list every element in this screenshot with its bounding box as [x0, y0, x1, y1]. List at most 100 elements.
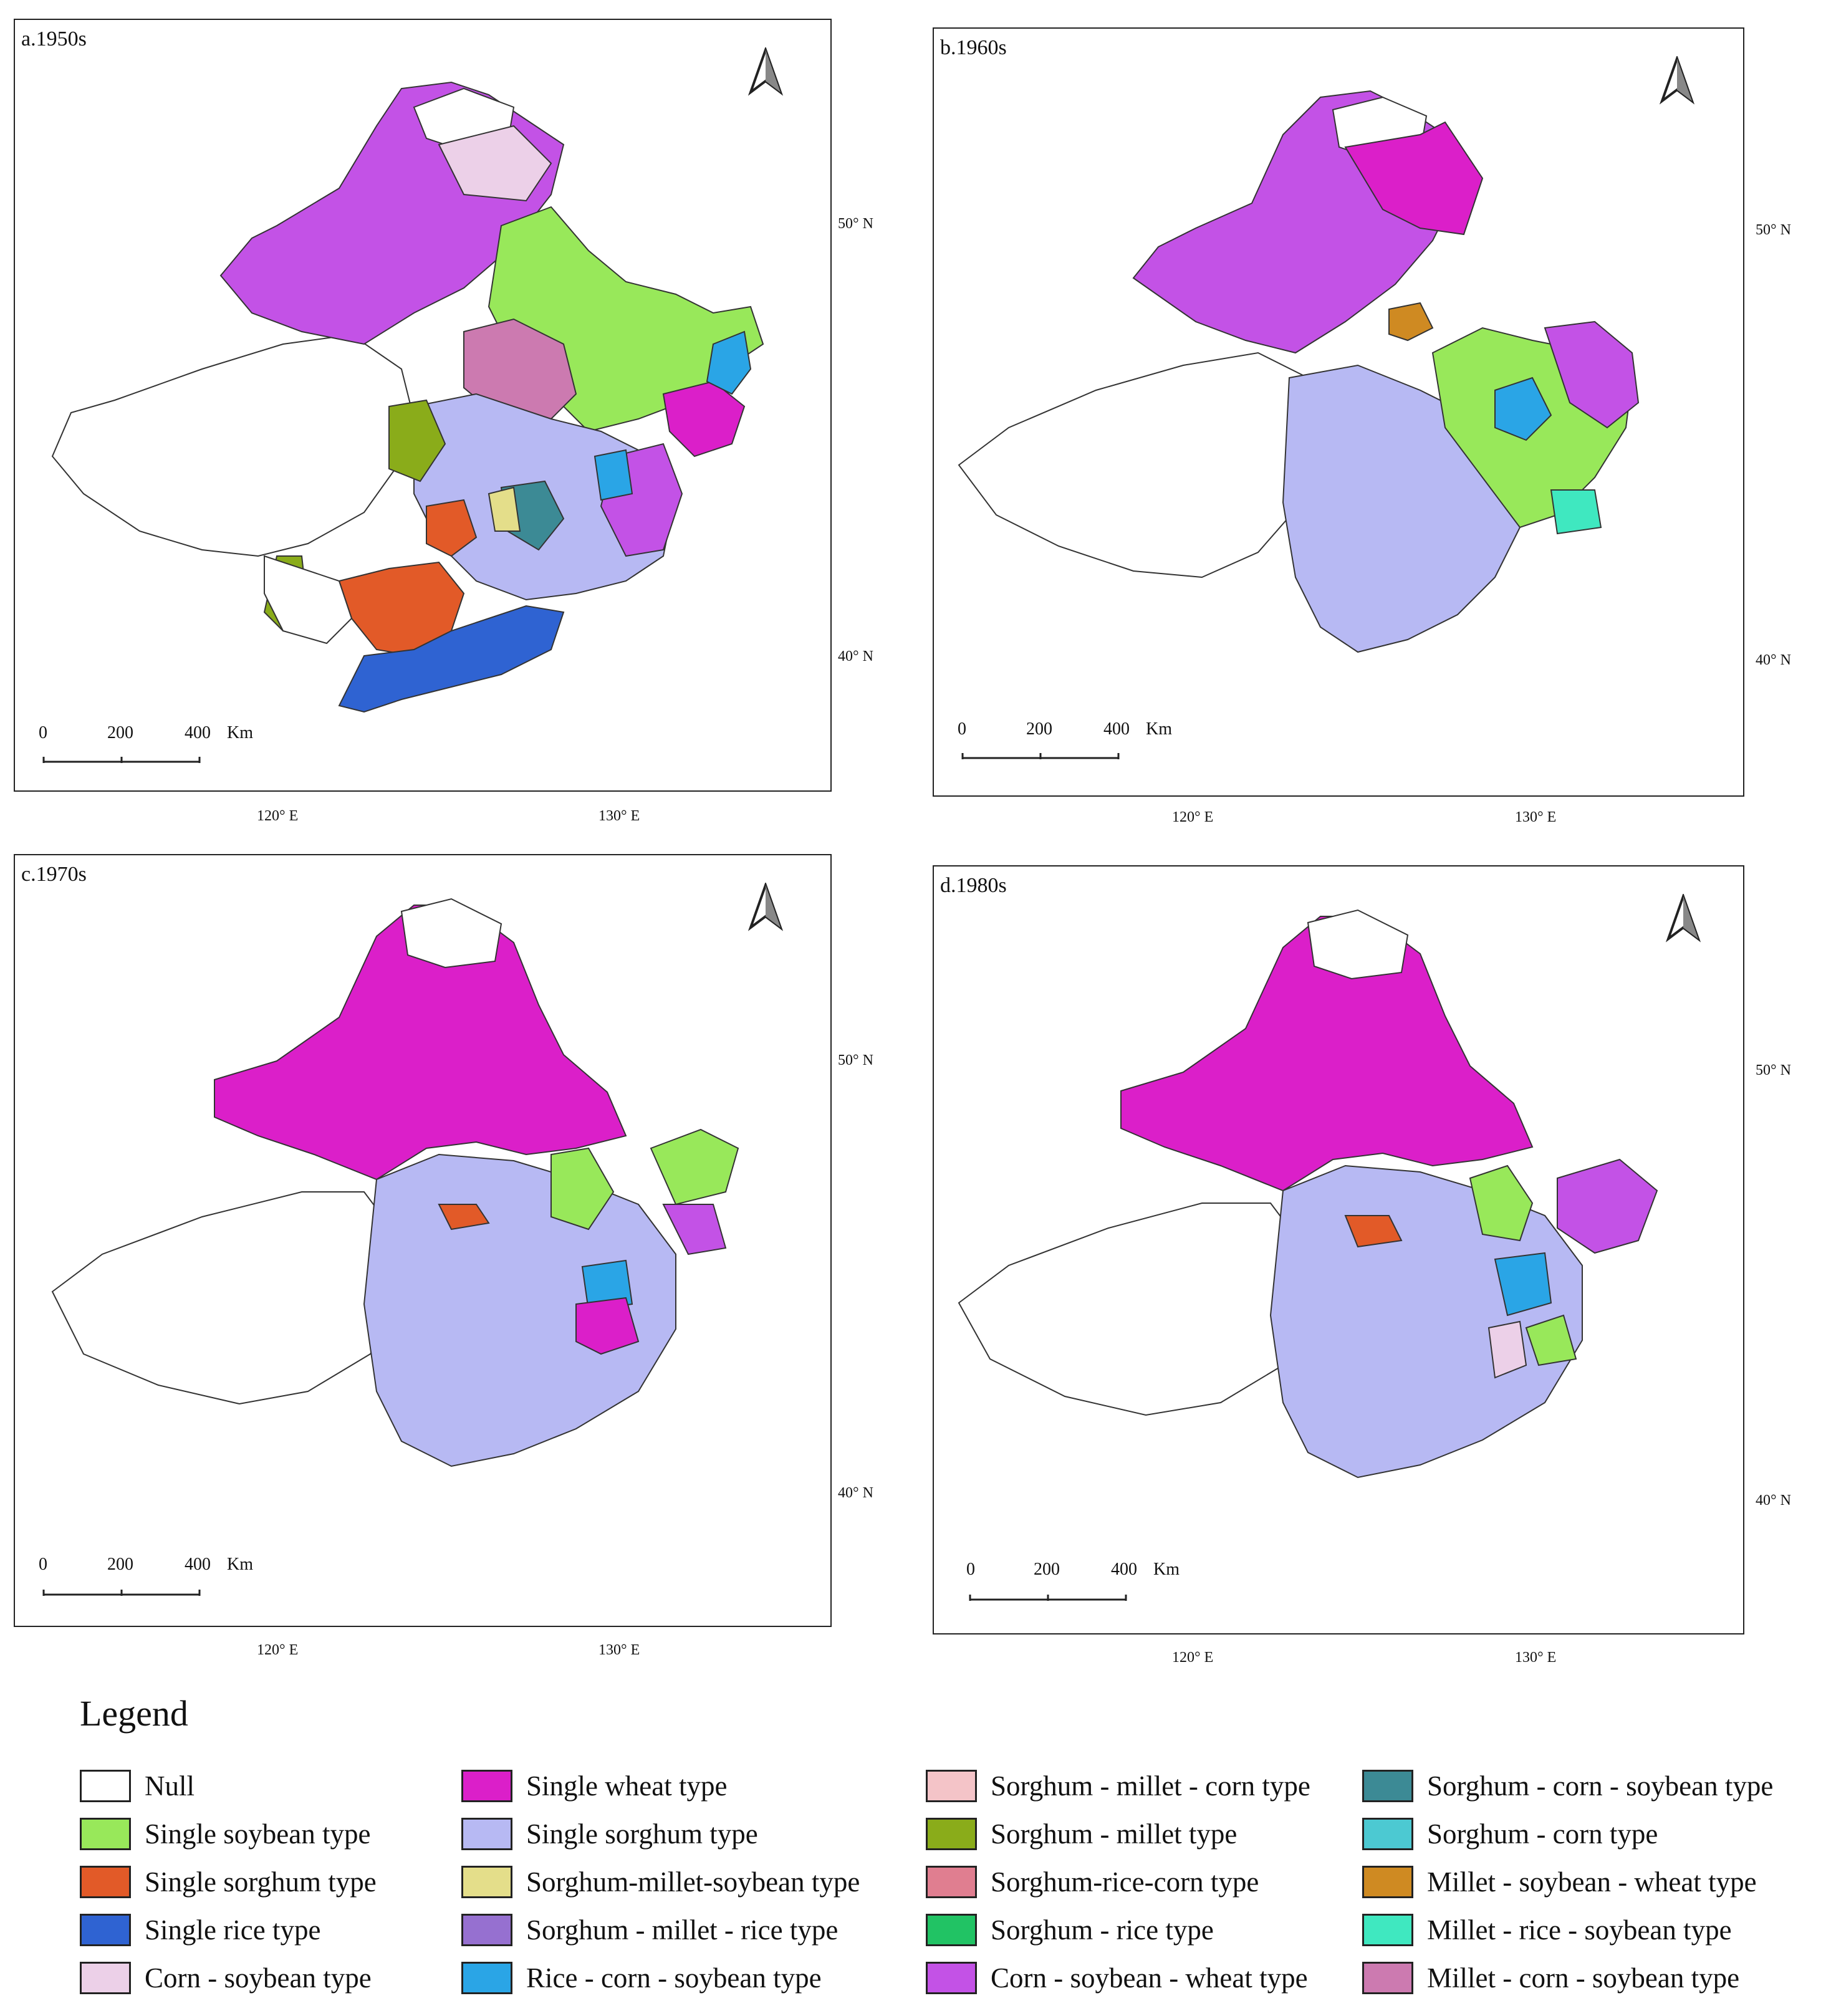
region-single-wheat [1120, 916, 1534, 1192]
legend-item: Single rice type [80, 1911, 320, 1949]
legend-item: Sorghum - millet type [926, 1815, 1237, 1853]
scale-bar [961, 753, 1120, 759]
legend-swatch [926, 1962, 977, 1994]
panel-title: b.1960s [940, 36, 1007, 59]
region-null-north [400, 898, 502, 969]
lat-label-40n: 40° N [838, 648, 873, 665]
scale-label-km: Km [1146, 719, 1172, 739]
legend-label: Single sorghum type [145, 1866, 377, 1898]
legend-swatch [461, 1914, 512, 1946]
map-panel-1970s: c.1970s 0 200 400 Km [14, 854, 832, 1627]
region-null [958, 1202, 1309, 1416]
region-corn-soybean-wheat [662, 1204, 727, 1255]
region-millet-rice-soybean [1550, 489, 1602, 535]
legend-label: Corn - soybean - wheat type [991, 1962, 1308, 1994]
lat-label-40n: 40° N [1756, 652, 1791, 668]
lat-label-40n: 40° N [1756, 1492, 1791, 1509]
region-single-wheat [1344, 121, 1484, 236]
lat-label-50n: 50° N [838, 216, 873, 232]
legend-swatch [1362, 1914, 1413, 1946]
legend-swatch [80, 1962, 131, 1994]
legend-item: Null [80, 1767, 195, 1805]
legend-item: Millet - corn - soybean type [1362, 1959, 1739, 1997]
scale-label-0: 0 [958, 719, 966, 739]
lon-label-130e: 130° E [1515, 809, 1557, 825]
legend-label: Sorghum - millet type [991, 1818, 1237, 1850]
legend-item: Millet - soybean - wheat type [1362, 1863, 1757, 1901]
region-single-sorghum [1269, 1164, 1583, 1479]
panel-title: d.1980s [940, 874, 1007, 897]
lon-label-130e: 130° E [598, 1642, 640, 1658]
region-single-rice [338, 605, 565, 713]
lon-label-120e: 120° E [257, 808, 299, 824]
north-arrow-icon [1659, 56, 1695, 105]
legend-swatch [461, 1818, 512, 1850]
legend-label: Sorghum - millet - rice type [526, 1914, 839, 1946]
region-rice-corn-soybean [706, 330, 752, 395]
legend-swatch [926, 1866, 977, 1898]
legend-item: Sorghum - corn - soybean type [1362, 1767, 1773, 1805]
legend-swatch [1362, 1962, 1413, 1994]
scale-bar [42, 1590, 201, 1596]
legend-item: Single sorghum type [461, 1815, 758, 1853]
scale-label-0: 0 [39, 1555, 47, 1574]
panel-title: c.1970s [21, 863, 87, 886]
legend-item: Corn - soybean - wheat type [926, 1959, 1308, 1997]
legend-label: Null [145, 1770, 195, 1802]
north-arrow-icon [747, 883, 784, 931]
legend-swatch [1362, 1770, 1413, 1802]
region-single-wheat-2 [575, 1297, 640, 1355]
region-map [958, 90, 1640, 653]
scale-label-0: 0 [39, 723, 47, 742]
region-single-soybean-2 [650, 1128, 739, 1206]
scale-label-0: 0 [966, 1560, 975, 1579]
legend-label: Sorghum-rice-corn type [991, 1866, 1259, 1898]
region-single-sorghum-red [1344, 1215, 1403, 1248]
scale-label-400: 400 [1111, 1560, 1137, 1579]
legend-swatch [80, 1866, 131, 1898]
lon-label-120e: 120° E [1172, 809, 1214, 825]
scale-bar [42, 757, 201, 763]
scale-label-200: 200 [107, 1555, 133, 1574]
legend-swatch [80, 1770, 131, 1802]
region-corn-soybean-wheat-east [1544, 320, 1640, 429]
scale-label-400: 400 [1103, 719, 1130, 739]
map-panel-1950s: a.1950s 50° N 0 200 400 [14, 19, 832, 792]
region-corn-soybean-wheat [1557, 1158, 1658, 1254]
legend-title: Legend [80, 1693, 188, 1734]
region-single-sorghum [363, 1153, 676, 1467]
legend-item: Sorghum - rice type [926, 1911, 1214, 1949]
scale-label-km: Km [1153, 1560, 1180, 1579]
region-map [958, 909, 1658, 1479]
scale-bar [969, 1595, 1127, 1601]
scale-label-200: 200 [1026, 719, 1052, 739]
legend-item: Single wheat type [461, 1767, 727, 1805]
region-millet-soybean-wheat [1388, 302, 1434, 342]
legend-label: Sorghum - rice type [991, 1914, 1214, 1946]
region-null [958, 352, 1322, 578]
scale-label-200: 200 [1034, 1560, 1060, 1579]
legend-item: Sorghum - millet - rice type [461, 1911, 838, 1949]
region-rice-corn-soybean-2 [594, 449, 633, 501]
region-corn-soybean [438, 125, 552, 202]
region-single-soybean [550, 1147, 615, 1231]
region-sorghum-millet-soybean [488, 486, 521, 532]
legend-label: Rice - corn - soybean type [526, 1962, 822, 1994]
lat-label-50n: 50° N [1756, 222, 1791, 238]
legend-swatch [461, 1770, 512, 1802]
region-single-soybean [1469, 1164, 1534, 1242]
region-single-sorghum-2 [426, 499, 478, 557]
region-sorghum-millet [388, 399, 446, 482]
region-rice-corn-soybean [581, 1259, 633, 1312]
legend-swatch [80, 1914, 131, 1946]
region-null-north [1307, 909, 1409, 980]
legend-label: Sorghum - corn type [1427, 1818, 1658, 1850]
legend-label: Millet - corn - soybean type [1427, 1962, 1740, 1994]
legend-item: Corn - soybean type [80, 1959, 372, 1997]
legend-swatch [1362, 1818, 1413, 1850]
region-rice-corn-soybean [1494, 377, 1552, 441]
region-single-soybean-2 [1525, 1314, 1577, 1366]
region-null [51, 1191, 402, 1405]
region-null [51, 334, 415, 557]
scale-label-200: 200 [107, 723, 133, 742]
